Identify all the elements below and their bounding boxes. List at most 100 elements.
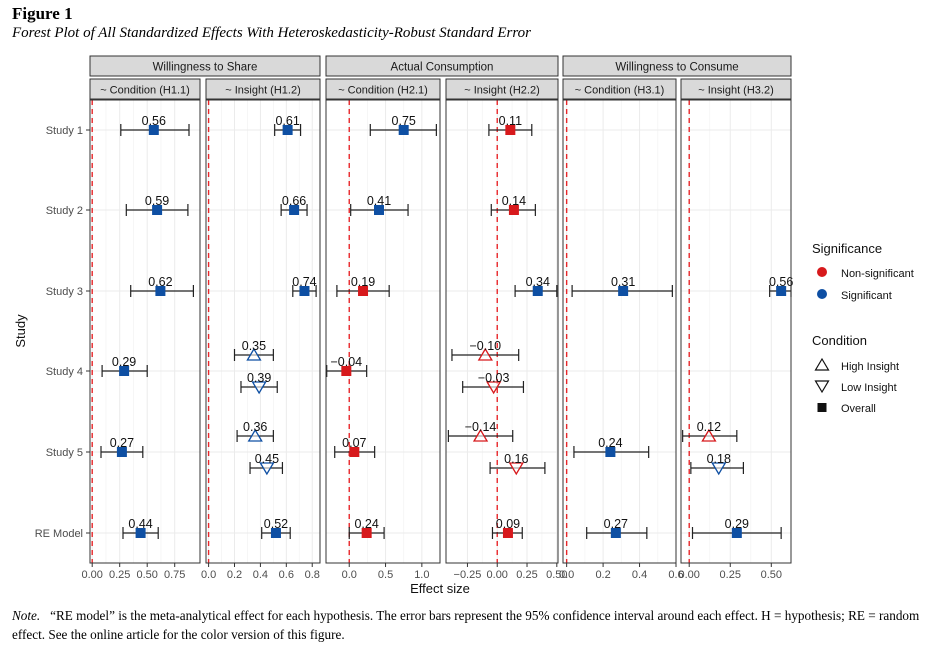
x-tick-label: 0.00 [487, 569, 508, 581]
estimate-marker-overall [358, 286, 369, 296]
facet-group-strip [325, 55, 559, 77]
legend-condition-label: Low Insight [841, 382, 897, 394]
facet-group-label: Actual Consumption [391, 62, 494, 74]
estimate-marker-high-insight [701, 428, 717, 442]
estimate-label: 0.16 [504, 452, 528, 466]
legend-significance-label: Significant [841, 290, 892, 302]
x-tick-label: 0.4 [253, 569, 268, 581]
y-tick-label: Study 3 [46, 286, 83, 298]
legend-significance-label: Non-significant [841, 268, 914, 280]
estimate-marker-overall [508, 205, 519, 215]
figure-title: Forest Plot of All Standardized Effects … [12, 25, 531, 41]
facet-group-label: Willingness to Share [153, 62, 258, 74]
estimate-marker-overall [532, 286, 543, 296]
facet-panel-label: ~ Insight (H3.2) [698, 85, 774, 97]
estimate-label: 0.61 [275, 114, 299, 128]
y-tick-label: Study 5 [46, 447, 83, 459]
estimate-marker-overall [155, 286, 166, 296]
estimate-label: 0.75 [392, 114, 416, 128]
facet-group-strip [562, 55, 792, 77]
estimate-marker-overall [349, 447, 360, 457]
estimate-label: 0.09 [496, 517, 520, 531]
estimate-marker-overall [148, 125, 159, 135]
legend-low-insight-key [814, 380, 830, 394]
x-tick-label: 1.0 [414, 569, 429, 581]
estimate-marker-overall [341, 366, 352, 376]
forest-plot: Willingness to Share Actual Consumption Wi… [13, 55, 914, 596]
x-tick-label: 0.25 [720, 569, 741, 581]
panel-border [445, 99, 559, 564]
x-tick-label: 0.6 [668, 569, 683, 581]
facet-panel-label: ~ Condition (H1.1) [100, 85, 190, 97]
panel-background [326, 100, 440, 563]
estimate-marker-overall [270, 528, 281, 538]
estimate-label: 0.27 [604, 517, 628, 531]
estimate-marker-overall [135, 528, 146, 538]
x-tick-label: 0.0 [201, 569, 216, 581]
x-tick-label: 0.00 [81, 569, 102, 581]
y-tick-label: Study 1 [46, 125, 83, 137]
estimate-marker-overall [299, 286, 310, 296]
facet-panel-strip [205, 78, 321, 100]
panel-background [563, 100, 676, 563]
y-tick-label: Study 2 [46, 205, 83, 217]
estimate-label: 0.66 [282, 194, 306, 208]
x-tick-label: 0.2 [595, 569, 610, 581]
estimate-marker-overall [610, 528, 621, 538]
x-tick-label: −0.25 [454, 569, 482, 581]
estimate-marker-low-insight [251, 381, 267, 395]
panel-border [89, 99, 201, 564]
estimate-label: 0.41 [367, 194, 391, 208]
estimate-marker-overall [618, 286, 629, 296]
estimate-label: 0.56 [142, 114, 166, 128]
estimate-label: 0.36 [243, 420, 267, 434]
estimate-marker-overall [361, 528, 372, 538]
estimate-marker-high-insight [246, 347, 262, 361]
facet-panel-label: ~ Insight (H2.2) [464, 85, 540, 97]
estimate-label: 0.24 [354, 517, 378, 531]
x-tick-label: 0.4 [632, 569, 647, 581]
note-text: “RE model” is the meta-analytical effect… [12, 608, 920, 642]
y-tick-label: RE Model [35, 528, 83, 540]
y-axis-title: Study [13, 314, 28, 348]
x-tick-label: 0.2 [227, 569, 242, 581]
estimate-marker-overall [152, 205, 163, 215]
facet-panel-label: ~ Condition (H2.1) [338, 85, 428, 97]
estimate-label: 0.24 [598, 436, 622, 450]
estimate-label: −0.10 [469, 339, 501, 353]
estimate-label: −0.04 [331, 355, 363, 369]
x-tick-label: 0.25 [109, 569, 130, 581]
x-tick-label: 0.75 [164, 569, 185, 581]
panel-background [681, 100, 791, 563]
facet-panel-strip [89, 78, 201, 100]
estimate-label: 0.62 [148, 275, 172, 289]
figure-note: Note. “RE model” is the meta-analytical … [12, 606, 937, 644]
facet-panel-label: ~ Insight (H1.2) [225, 85, 301, 97]
estimate-marker-overall [605, 447, 616, 457]
estimate-marker-low-insight [508, 462, 524, 476]
y-tick-label: Study 4 [46, 366, 83, 378]
panel-background [90, 100, 200, 563]
estimate-label: 0.34 [526, 275, 550, 289]
estimate-label: 0.18 [707, 452, 731, 466]
panel-border [562, 99, 677, 564]
x-tick-label: 0.25 [516, 569, 537, 581]
estimate-marker-high-insight [472, 428, 489, 442]
legend-significance-title: Significance [812, 241, 882, 256]
x-tick-label: 0.00 [678, 569, 699, 581]
x-tick-label: 0.50 [761, 569, 782, 581]
estimate-marker-low-insight [259, 462, 275, 476]
estimate-marker-overall [776, 286, 787, 296]
estimate-label: 0.12 [697, 420, 721, 434]
facet-group-strip [89, 55, 321, 77]
estimate-label: 0.11 [499, 114, 522, 128]
estimate-marker-overall [374, 205, 385, 215]
legend-significance-key [817, 267, 827, 277]
x-tick-label: 0.0 [342, 569, 357, 581]
facet-panel-strip [325, 78, 441, 100]
estimate-label: 0.07 [342, 436, 366, 450]
estimate-marker-high-insight [477, 347, 493, 361]
estimate-marker-overall [289, 205, 300, 215]
facet-group-label: Willingness to Consume [615, 62, 738, 74]
estimate-label: 0.39 [247, 371, 271, 385]
